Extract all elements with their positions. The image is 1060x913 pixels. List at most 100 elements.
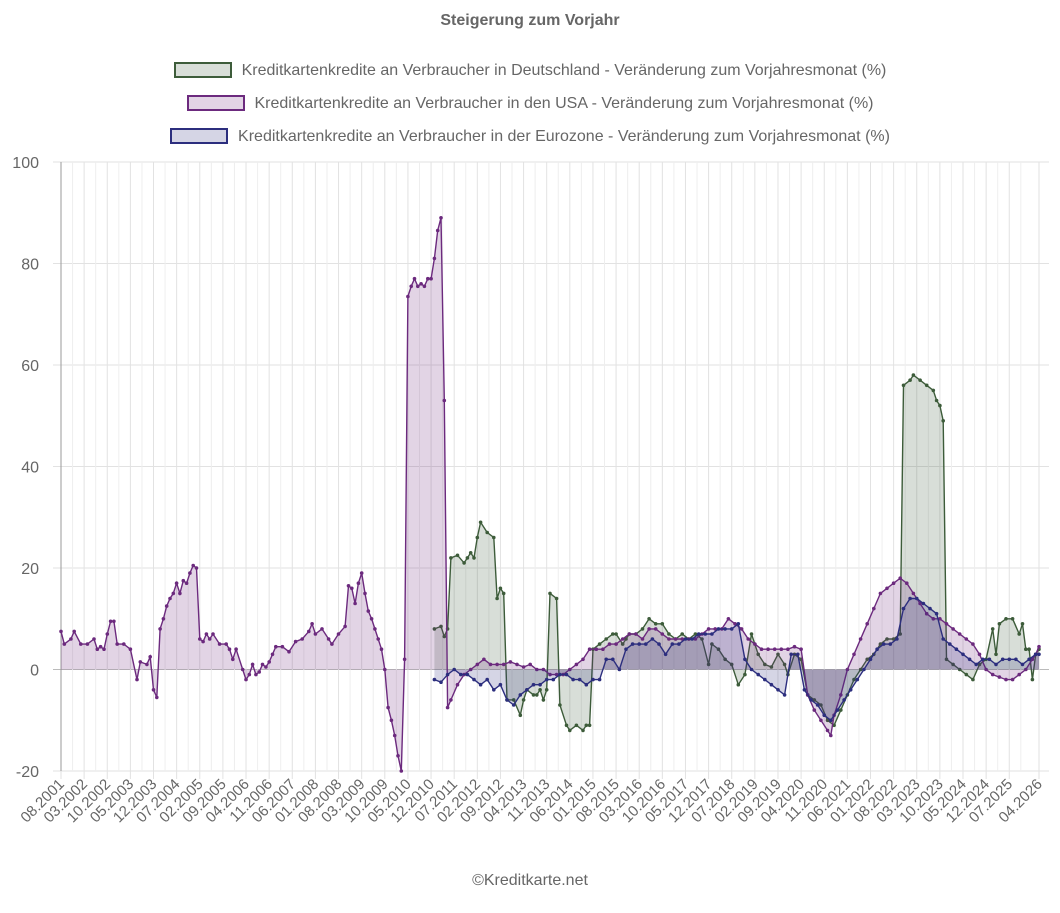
series-point-1 — [227, 647, 232, 651]
series-point-2 — [716, 627, 721, 631]
series-point-1 — [429, 276, 433, 281]
series-point-1 — [164, 604, 169, 608]
series-area-2 — [434, 598, 1039, 721]
series-point-1 — [112, 619, 116, 624]
legend-item-eurozone[interactable]: Kreditkartenkredite an Verbraucher in de… — [0, 128, 1060, 146]
series-point-2 — [485, 677, 490, 682]
series-point-0 — [455, 553, 460, 558]
series-point-1 — [898, 576, 902, 580]
series-point-1 — [627, 632, 632, 636]
series-point-2 — [597, 677, 602, 682]
series-point-1 — [957, 632, 962, 636]
series-point-2 — [987, 657, 992, 662]
series-point-0 — [908, 378, 912, 383]
series-point-1 — [79, 642, 83, 646]
series-point-1 — [207, 637, 212, 641]
series-point-1 — [435, 228, 440, 233]
series-point-0 — [898, 632, 902, 636]
series-point-2 — [1027, 657, 1031, 662]
series-point-1 — [753, 642, 757, 646]
series-point-0 — [620, 642, 625, 646]
series-line-0 — [434, 374, 1040, 732]
series-point-0 — [535, 693, 539, 697]
series-point-1 — [122, 642, 126, 646]
y-tick-label: 0 — [30, 663, 39, 680]
series-point-1 — [204, 632, 209, 636]
series-point-1 — [300, 637, 305, 641]
series-point-0 — [472, 556, 476, 560]
series-point-2 — [459, 672, 463, 677]
series-point-1 — [95, 647, 100, 651]
series-point-1 — [1017, 672, 1021, 677]
series-point-2 — [862, 667, 866, 672]
legend-label-usa: Kreditkartenkredite an Verbraucher in de… — [254, 95, 874, 112]
series-point-1 — [924, 611, 929, 616]
series-point-1 — [280, 644, 285, 649]
series-point-1 — [320, 627, 324, 631]
series-point-0 — [938, 403, 942, 408]
series-point-1 — [475, 662, 480, 667]
series-point-2 — [690, 637, 694, 641]
series-point-0 — [729, 662, 734, 667]
legend-swatch-usa — [186, 95, 245, 111]
series-point-2 — [1000, 657, 1005, 662]
series-point-0 — [624, 637, 628, 641]
series-point-0 — [449, 556, 453, 560]
series-point-2 — [650, 637, 655, 641]
series-point-1 — [161, 617, 166, 621]
series-point-1 — [445, 705, 450, 710]
legend-item-usa[interactable]: Kreditkartenkredite an Verbraucher in de… — [0, 95, 1060, 113]
series-point-0 — [924, 383, 929, 388]
series-point-0 — [548, 591, 552, 596]
series-point-0 — [432, 627, 437, 631]
series-point-1 — [399, 769, 404, 773]
series-point-1 — [640, 637, 645, 641]
series-point-2 — [558, 672, 562, 677]
series-point-1 — [799, 647, 803, 651]
series-point-2 — [657, 642, 661, 646]
legend-item-deutschland[interactable]: Kreditkartenkredite an Verbraucher in De… — [0, 62, 1060, 80]
series-point-1 — [359, 571, 364, 575]
series-point-0 — [901, 383, 906, 388]
series-point-1 — [171, 591, 176, 596]
series-point-1 — [759, 647, 764, 651]
series-point-1 — [267, 660, 272, 664]
series-point-1 — [779, 647, 784, 651]
series-point-2 — [1033, 652, 1038, 657]
series-point-0 — [852, 677, 856, 682]
series-point-0 — [1030, 677, 1035, 682]
y-tick-label: 60 — [21, 358, 39, 375]
series-point-1 — [412, 276, 417, 281]
series-point-1 — [201, 639, 205, 644]
series-point-1 — [508, 660, 513, 664]
series-point-1 — [990, 672, 995, 677]
series-point-2 — [776, 688, 780, 692]
series-point-1 — [786, 647, 790, 651]
series-point-0 — [776, 652, 780, 657]
series-point-2 — [815, 703, 820, 707]
series-point-0 — [971, 677, 975, 682]
series-point-0 — [825, 718, 830, 723]
series-point-2 — [749, 667, 754, 672]
series-point-2 — [934, 611, 939, 616]
series-point-0 — [498, 586, 503, 591]
series-point-1 — [257, 670, 262, 674]
series-point-1 — [667, 637, 671, 641]
series-point-1 — [307, 629, 311, 634]
series-point-0 — [716, 647, 721, 651]
series-point-1 — [819, 718, 823, 723]
series-point-2 — [1020, 662, 1025, 667]
series-point-1 — [439, 216, 443, 220]
series-point-0 — [706, 662, 711, 667]
series-point-0 — [964, 672, 969, 677]
legend-label-deutschland: Kreditkartenkredite an Verbraucher in De… — [241, 62, 887, 79]
series-point-2 — [1037, 652, 1041, 657]
series-point-1 — [554, 672, 559, 677]
series-point-2 — [842, 698, 846, 702]
series-point-1 — [706, 627, 711, 631]
series-point-0 — [839, 708, 843, 712]
series-point-2 — [432, 677, 437, 682]
series-point-1 — [594, 647, 599, 651]
series-point-1 — [495, 662, 499, 667]
legend-label-eurozone: Kreditkartenkredite an Verbraucher in de… — [238, 128, 890, 145]
